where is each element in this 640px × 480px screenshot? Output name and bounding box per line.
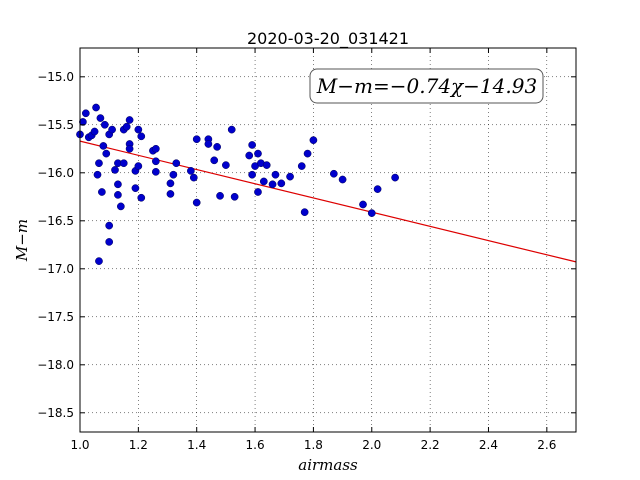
data-point <box>169 170 178 179</box>
x-tick-label: 2.0 <box>362 438 381 452</box>
y-tick-label: −18.0 <box>37 358 74 372</box>
x-tick-label: 1.2 <box>129 438 148 452</box>
data-point <box>300 208 309 217</box>
data-point <box>204 140 213 148</box>
data-point <box>108 125 116 134</box>
data-point <box>338 175 347 184</box>
data-point <box>213 143 221 151</box>
x-tick-label: 2.6 <box>537 438 556 452</box>
data-point <box>137 193 146 202</box>
data-point <box>230 192 239 201</box>
data-point <box>114 191 122 199</box>
data-point <box>367 209 376 217</box>
data-point <box>119 159 128 168</box>
y-tick-label: −15.5 <box>37 118 74 132</box>
data-point <box>222 161 230 169</box>
axis-ticks <box>79 48 576 432</box>
y-tick-label: −15.0 <box>37 70 74 84</box>
grid-lines <box>79 48 576 432</box>
data-point <box>131 184 140 193</box>
data-point <box>254 149 262 158</box>
data-point <box>95 159 103 168</box>
data-point <box>93 170 102 179</box>
data-point <box>152 157 160 166</box>
data-points <box>76 103 399 265</box>
data-point <box>90 127 99 136</box>
data-point <box>166 190 175 198</box>
data-point <box>137 132 146 141</box>
data-point <box>373 185 382 193</box>
data-point <box>79 118 87 126</box>
x-axis-label: airmass <box>298 456 358 474</box>
data-point <box>152 144 160 153</box>
equation-text: M−m=−0.74χ−14.93 <box>316 74 537 98</box>
data-point <box>95 257 103 265</box>
data-point <box>216 191 224 200</box>
data-point <box>152 167 160 176</box>
y-tick-label: −17.5 <box>37 310 74 324</box>
x-tick-label: 1.4 <box>187 438 206 452</box>
data-point <box>105 238 114 246</box>
y-tick-label: −16.5 <box>37 214 74 228</box>
data-point <box>277 179 286 188</box>
fit-line-group <box>79 140 577 263</box>
data-point <box>100 120 109 129</box>
data-point <box>134 125 143 134</box>
data-point <box>391 173 399 182</box>
data-point <box>268 180 277 189</box>
data-point <box>114 180 122 189</box>
data-point <box>210 156 219 165</box>
x-tick-label: 2.2 <box>421 438 440 452</box>
data-point <box>286 172 294 181</box>
chart-title: 2020-03-20_031421 <box>247 29 409 49</box>
data-point <box>248 170 256 179</box>
x-tick-label: 1.6 <box>246 438 265 452</box>
data-point <box>187 167 195 175</box>
data-point <box>227 125 236 134</box>
data-point <box>297 162 306 170</box>
data-point <box>172 159 181 168</box>
data-point <box>92 103 100 112</box>
data-point <box>125 116 134 124</box>
fit-line <box>79 140 577 263</box>
y-axis-tick-labels: −15.0 −15.5 −16.0 −16.5 −17.0 −17.5 −18.0 −18.5 <box>37 70 74 420</box>
data-point <box>111 166 119 174</box>
data-point <box>81 109 90 118</box>
data-point <box>98 188 106 196</box>
plot-area <box>79 47 577 433</box>
x-tick-label: 2.4 <box>479 438 498 452</box>
equation-annotation: M−m=−0.74χ−14.93 <box>309 68 544 104</box>
data-point <box>262 161 271 169</box>
y-tick-label: −18.5 <box>37 406 74 420</box>
x-tick-label: 1.8 <box>304 438 323 452</box>
data-point <box>166 179 175 188</box>
equation-box <box>309 68 544 104</box>
data-point <box>359 200 367 209</box>
data-point <box>192 198 201 207</box>
x-tick-label: 1.0 <box>70 438 89 452</box>
data-point <box>254 188 262 196</box>
data-point <box>245 151 254 160</box>
data-point <box>122 122 131 131</box>
data-point <box>271 170 280 179</box>
data-point <box>192 135 201 144</box>
y-tick-label: −17.0 <box>37 262 74 276</box>
y-axis-label: M−m <box>13 219 31 262</box>
data-point <box>329 169 338 178</box>
data-point <box>309 136 318 145</box>
data-point <box>125 144 134 153</box>
data-point <box>303 149 312 158</box>
data-point <box>134 162 143 170</box>
data-point <box>102 149 111 158</box>
y-tick-label: −16.0 <box>37 166 74 180</box>
data-point <box>105 221 114 230</box>
x-axis-tick-labels: 1.0 1.2 1.4 1.6 1.8 2.0 2.2 2.4 2.6 <box>70 438 556 452</box>
data-point <box>248 141 256 149</box>
data-point <box>189 173 198 182</box>
data-point <box>116 202 125 211</box>
data-point <box>259 177 268 186</box>
data-point <box>96 114 105 122</box>
data-point <box>99 142 108 150</box>
